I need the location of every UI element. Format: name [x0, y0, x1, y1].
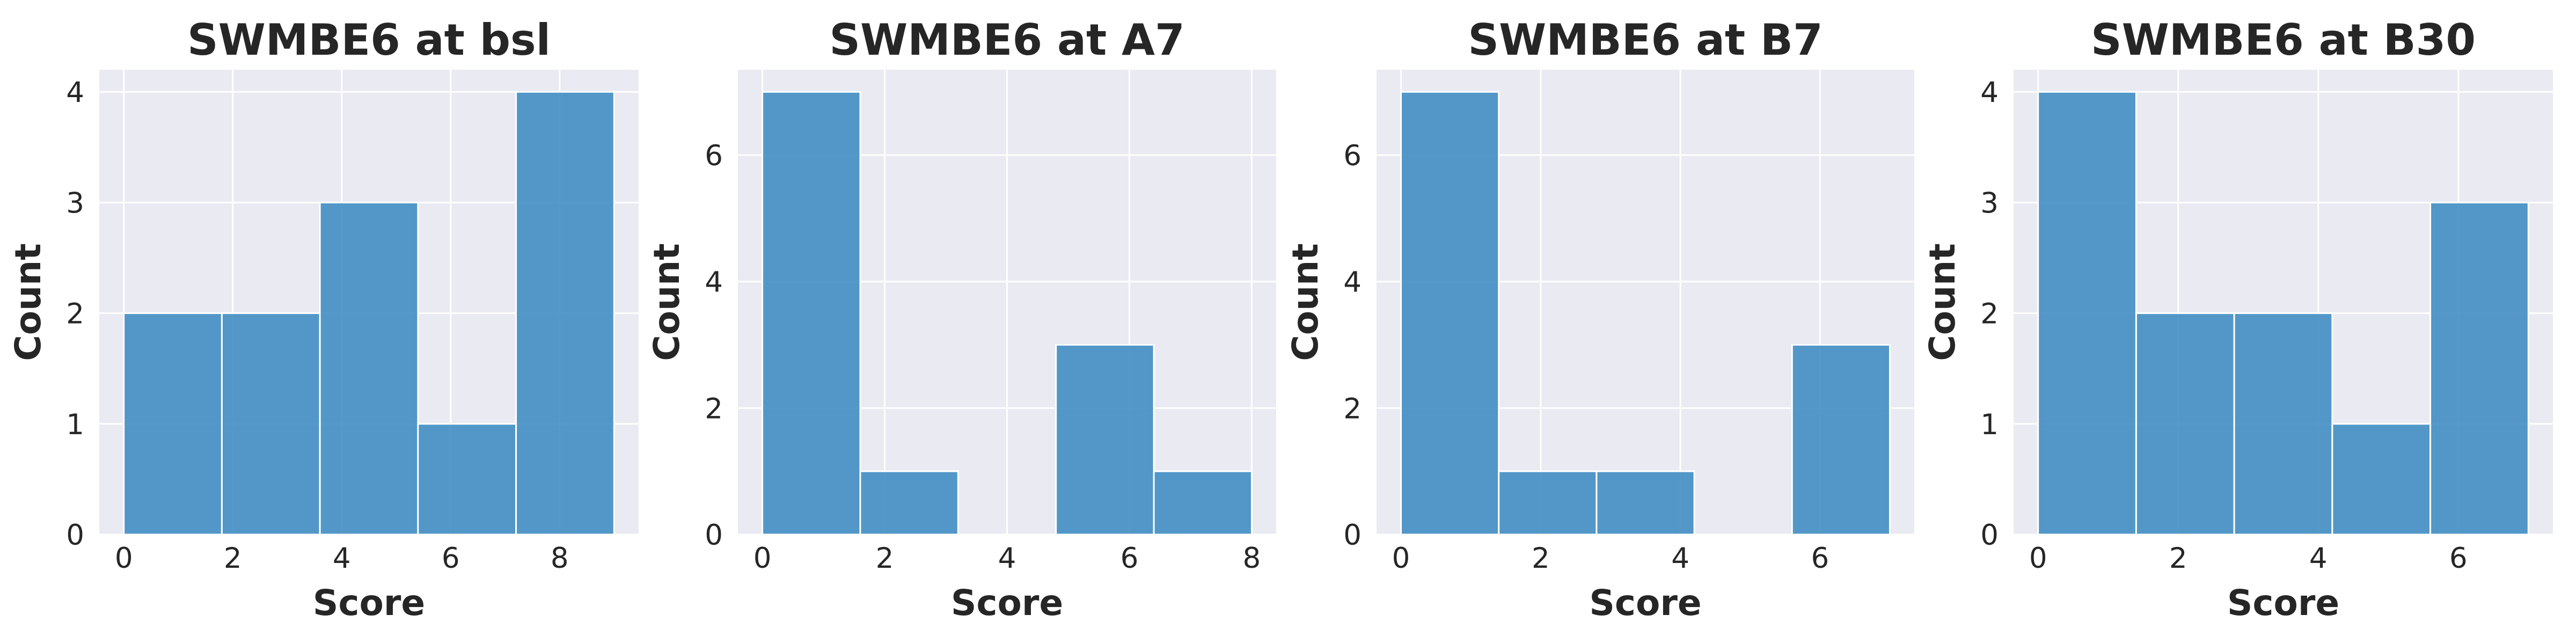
y-axis-label: Count [1285, 243, 1326, 361]
histogram-bar [2331, 423, 2432, 536]
panel-title: SWMBE6 at A7 [829, 15, 1184, 65]
x-tick-label: 2 [2169, 542, 2187, 575]
histogram-bar [2037, 91, 2137, 536]
x-tick-label: 6 [1121, 542, 1139, 575]
histogram-bar [417, 423, 517, 536]
x-tick-label: 2 [224, 542, 242, 575]
x-tick-label: 0 [2029, 542, 2047, 575]
histogram-bar [1055, 344, 1155, 536]
histogram-bar [762, 91, 861, 536]
x-axis-label: Score [1589, 582, 1701, 624]
y-tick-label: 1 [1980, 408, 1999, 441]
y-tick-label: 4 [705, 266, 723, 299]
y-tick-label: 1 [66, 408, 84, 441]
y-tick-label: 0 [1980, 519, 1999, 552]
x-tick-label: 6 [1811, 542, 1829, 575]
x-tick-label: 2 [1532, 542, 1550, 575]
y-tick-label: 3 [66, 187, 84, 219]
histogram-panel: 0 2 4 6 8 0 1 2 3 4 SWMBE6 at bsl Score Count [8, 15, 639, 624]
histogram-bar [2233, 312, 2333, 536]
y-tick-label: 0 [705, 519, 723, 552]
x-tick-label: 6 [2449, 542, 2468, 575]
y-tick-label: 4 [1343, 266, 1362, 299]
histogram-bar [1498, 470, 1598, 536]
histogram-bar [319, 201, 419, 536]
histogram-bar [1791, 344, 1891, 536]
y-axis-label: Count [1922, 243, 1963, 361]
y-tick-label: 2 [66, 298, 84, 331]
histogram-bar [2429, 201, 2529, 536]
y-tick-label: 4 [66, 76, 84, 109]
x-tick-label: 0 [753, 542, 772, 575]
y-tick-label: 2 [1343, 392, 1362, 425]
panel-title: SWMBE6 at B7 [1468, 15, 1823, 65]
x-axis-label: Score [2227, 582, 2339, 624]
panel-title: SWMBE6 at B30 [2091, 15, 2476, 65]
y-tick-label: 0 [66, 519, 84, 552]
histogram-bar [2135, 312, 2235, 536]
histogram-bar [859, 470, 959, 536]
x-axis-label: Score [313, 582, 425, 624]
histogram-bar [1153, 470, 1253, 536]
x-tick-label: 4 [333, 542, 351, 575]
y-tick-label: 2 [705, 392, 723, 425]
x-tick-label: 8 [551, 542, 569, 575]
x-tick-label: 0 [115, 542, 133, 575]
histogram-bar [515, 91, 615, 536]
panel-title: SWMBE6 at bsl [187, 15, 551, 65]
y-tick-label: 6 [1343, 140, 1362, 172]
x-tick-label: 4 [2309, 542, 2328, 575]
x-tick-label: 8 [1243, 542, 1261, 575]
x-tick-label: 4 [1671, 542, 1689, 575]
histogram-bar [1596, 470, 1695, 536]
histogram-panel: 0 2 4 6 0 2 4 6 SWMBE6 at B7 Score Count [1285, 15, 1914, 624]
y-tick-label: 4 [1980, 76, 1999, 109]
y-axis-label: Count [8, 243, 49, 361]
x-tick-label: 6 [442, 542, 460, 575]
y-axis-label: Count [646, 243, 687, 361]
y-tick-label: 2 [1980, 298, 1999, 331]
histogram-panel: 0 2 4 6 8 0 2 4 6 SWMBE6 at A7 Score Count [646, 15, 1276, 624]
x-tick-label: 4 [998, 542, 1016, 575]
x-tick-label: 2 [876, 542, 894, 575]
x-axis-label: Score [951, 582, 1063, 624]
histogram-bar [221, 312, 321, 536]
histogram-panel: 0 2 4 6 0 1 2 3 4 SWMBE6 at B30 Score Count [1922, 15, 2553, 624]
y-tick-label: 6 [705, 140, 723, 172]
y-tick-label: 0 [1343, 519, 1362, 552]
x-tick-label: 0 [1392, 542, 1410, 575]
histogram-bar [123, 312, 223, 536]
histogram-bar [1400, 91, 1500, 536]
y-tick-label: 3 [1980, 187, 1999, 219]
